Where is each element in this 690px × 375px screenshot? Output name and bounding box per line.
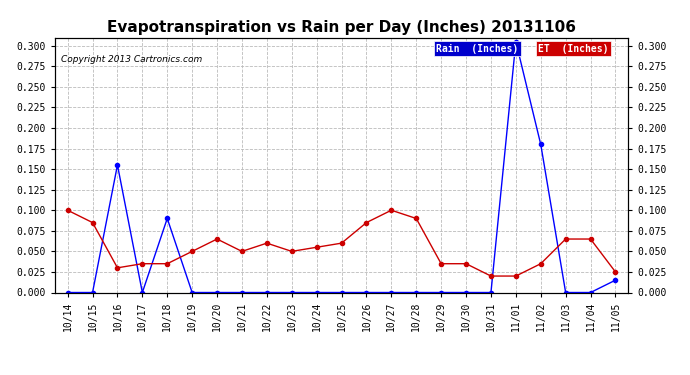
Text: Rain  (Inches): Rain (Inches) bbox=[436, 44, 518, 54]
Text: Copyright 2013 Cartronics.com: Copyright 2013 Cartronics.com bbox=[61, 56, 202, 64]
Title: Evapotranspiration vs Rain per Day (Inches) 20131106: Evapotranspiration vs Rain per Day (Inch… bbox=[107, 20, 576, 35]
Text: ET  (Inches): ET (Inches) bbox=[538, 44, 609, 54]
